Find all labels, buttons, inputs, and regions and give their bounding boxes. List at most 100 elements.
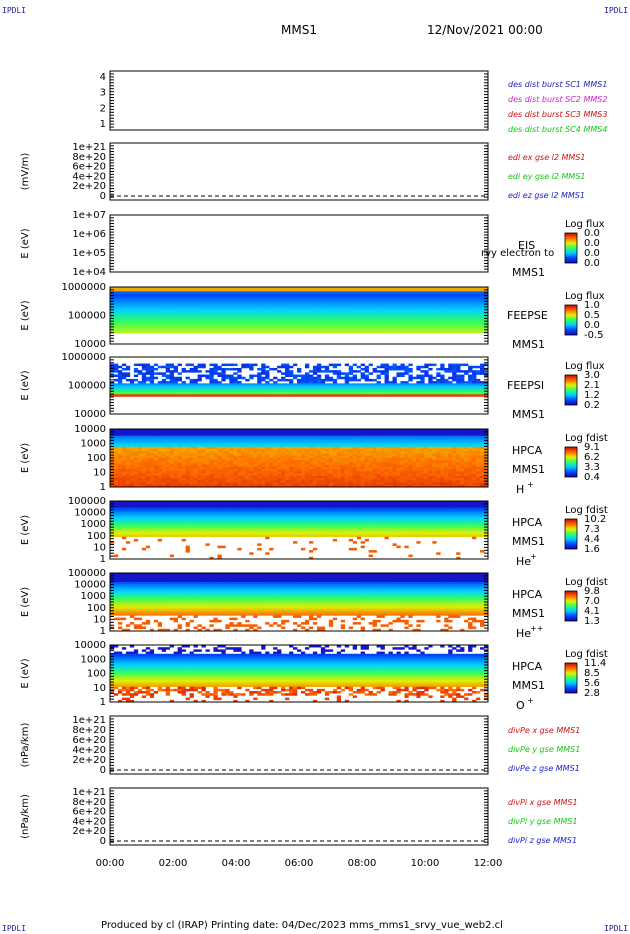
time-tick-label: 02:00 — [159, 858, 188, 869]
y-tick-label: 6e+20 — [72, 807, 106, 818]
y-tick-label: 100000 — [68, 496, 106, 507]
heatmap-hpca_hepp — [110, 573, 489, 632]
colorbar-value: 7.3 — [584, 524, 600, 535]
spacecraft-label: MMS1 — [512, 408, 545, 421]
colorbar-value: 10.2 — [584, 514, 606, 525]
instrument-label: HPCA — [512, 588, 543, 601]
panel-frame-eis — [109, 214, 489, 273]
panel-frame-edi — [109, 142, 489, 201]
y-tick-label: 4e+20 — [72, 816, 106, 827]
y-tick-label: 1 — [100, 626, 106, 637]
instrument-label: HPCA — [512, 516, 543, 529]
corner-label-top-right: IPDLI — [604, 6, 629, 15]
y-axis-label: E (eV) — [20, 658, 31, 688]
y-tick-label: 10000 — [74, 409, 106, 420]
y-axis-label: E (eV) — [20, 370, 31, 400]
species-label: He — [516, 627, 531, 640]
y-tick-label: 6e+20 — [72, 162, 106, 173]
y-tick-label: 2e+20 — [72, 826, 106, 837]
colorbar-title: Log fdist — [565, 433, 608, 444]
y-axis-label: E (eV) — [20, 515, 31, 545]
overlay-label: rvy electron to — [481, 248, 554, 259]
y-tick-label: 0 — [100, 836, 106, 847]
colorbar-value: 0.0 — [584, 248, 600, 259]
colorbar — [564, 232, 578, 264]
colorbar-value: 6.2 — [584, 452, 600, 463]
corner-label-bottom-left: IPDLI — [2, 924, 27, 933]
y-tick-label: 1000 — [81, 591, 106, 602]
y-tick-label: 1000 — [81, 519, 106, 530]
y-tick-label: 1000 — [81, 439, 106, 450]
legend-entry: divPe y gse MMS1 — [508, 745, 580, 754]
instrument-label: HPCA — [512, 444, 543, 457]
y-tick-label: 1e+07 — [72, 210, 106, 221]
y-tick-label: 3 — [100, 88, 106, 99]
spacecraft-label: MMS1 — [512, 679, 545, 692]
legend-entry: divPi z gse MMS1 — [508, 836, 577, 845]
colorbar-value: 5.6 — [584, 678, 600, 689]
page-date: 12/Nov/2021 00:00 — [427, 23, 543, 37]
legend-entry: edi ez gse l2 MMS1 — [508, 191, 585, 200]
colorbar-value: 1.2 — [584, 390, 600, 401]
y-axis-label: (mV/m) — [20, 153, 31, 191]
y-axis-label: E (eV) — [20, 587, 31, 617]
legend-entry: des dist burst SC3 MMS3 — [508, 110, 607, 119]
y-tick-label: 1 — [100, 697, 106, 708]
y-tick-label: 4e+20 — [72, 171, 106, 182]
panel-feepsi: 1000000 100000 10000 E (eV) FEEPSI MMS1 Log fl… — [20, 352, 605, 421]
spacecraft-label: MMS1 — [512, 607, 545, 620]
heatmap-feepse — [110, 287, 489, 334]
colorbar-value: 7.0 — [584, 596, 600, 607]
y-tick-label: 10000 — [74, 424, 106, 435]
y-tick-label: 1e+06 — [72, 229, 106, 240]
y-tick-label: 1 — [100, 482, 106, 493]
spacecraft-label: MMS1 — [512, 338, 545, 351]
colorbar-title: Log fdist — [565, 577, 608, 588]
legend-entry: edi ex gse l2 MMS1 — [508, 153, 586, 162]
colorbar — [564, 446, 578, 478]
panel-burst: 4 3 2 1 des dist burst SC1 MMS1 des dist burs… — [100, 70, 607, 134]
time-tick-label: 10:00 — [411, 858, 440, 869]
panel-frame-burst — [109, 70, 489, 131]
y-tick-label: 100 — [87, 603, 106, 614]
instrument-label: EIS — [518, 239, 535, 252]
y-tick-label: 4e+20 — [72, 745, 106, 756]
colorbar-title: Log flux — [565, 361, 605, 372]
y-tick-label: 100 — [87, 453, 106, 464]
spacecraft-label: MMS1 — [512, 266, 545, 279]
colorbar-value: 1.6 — [584, 544, 600, 555]
colorbar-value: -0.5 — [584, 330, 604, 341]
y-tick-label: 10000 — [74, 580, 106, 591]
colorbar-value: 9.1 — [584, 442, 600, 453]
y-tick-label: 2e+20 — [72, 181, 106, 192]
y-tick-label: 4 — [100, 72, 106, 83]
y-axis-label: E (eV) — [20, 443, 31, 473]
y-tick-label: 1e+21 — [72, 715, 106, 726]
legend-entry: divPe x gse MMS1 — [508, 726, 580, 735]
y-tick-label: 10000 — [74, 640, 106, 651]
spacecraft-label: MMS1 — [512, 463, 545, 476]
y-tick-label: 100000 — [68, 568, 106, 579]
colorbar-title: Log flux — [565, 291, 605, 302]
y-tick-label: 10 — [93, 683, 106, 694]
colorbar — [564, 662, 578, 694]
colorbar-title: Log fdist — [565, 649, 608, 660]
y-tick-label: 1e+21 — [72, 142, 106, 153]
instrument-label: FEEPSI — [507, 379, 544, 392]
y-tick-label: 2 — [100, 103, 106, 114]
y-axis-label: E (eV) — [20, 228, 31, 258]
colorbar-value: 2.1 — [584, 380, 600, 391]
legend-entry: des dist burst SC4 MMS4 — [508, 125, 607, 134]
colorbar-value: 2.8 — [584, 688, 600, 699]
y-tick-label: 10 — [93, 468, 106, 479]
y-tick-label: 8e+20 — [72, 152, 106, 163]
legend-entry: edi ey gse l2 MMS1 — [508, 172, 586, 181]
legend-entry: divPi x gse MMS1 — [508, 798, 578, 807]
colorbar-value: 1.0 — [584, 300, 600, 311]
panel-frame-divpi — [109, 787, 489, 846]
colorbar — [564, 374, 578, 406]
y-axis-label: (nPa/km) — [20, 794, 31, 839]
